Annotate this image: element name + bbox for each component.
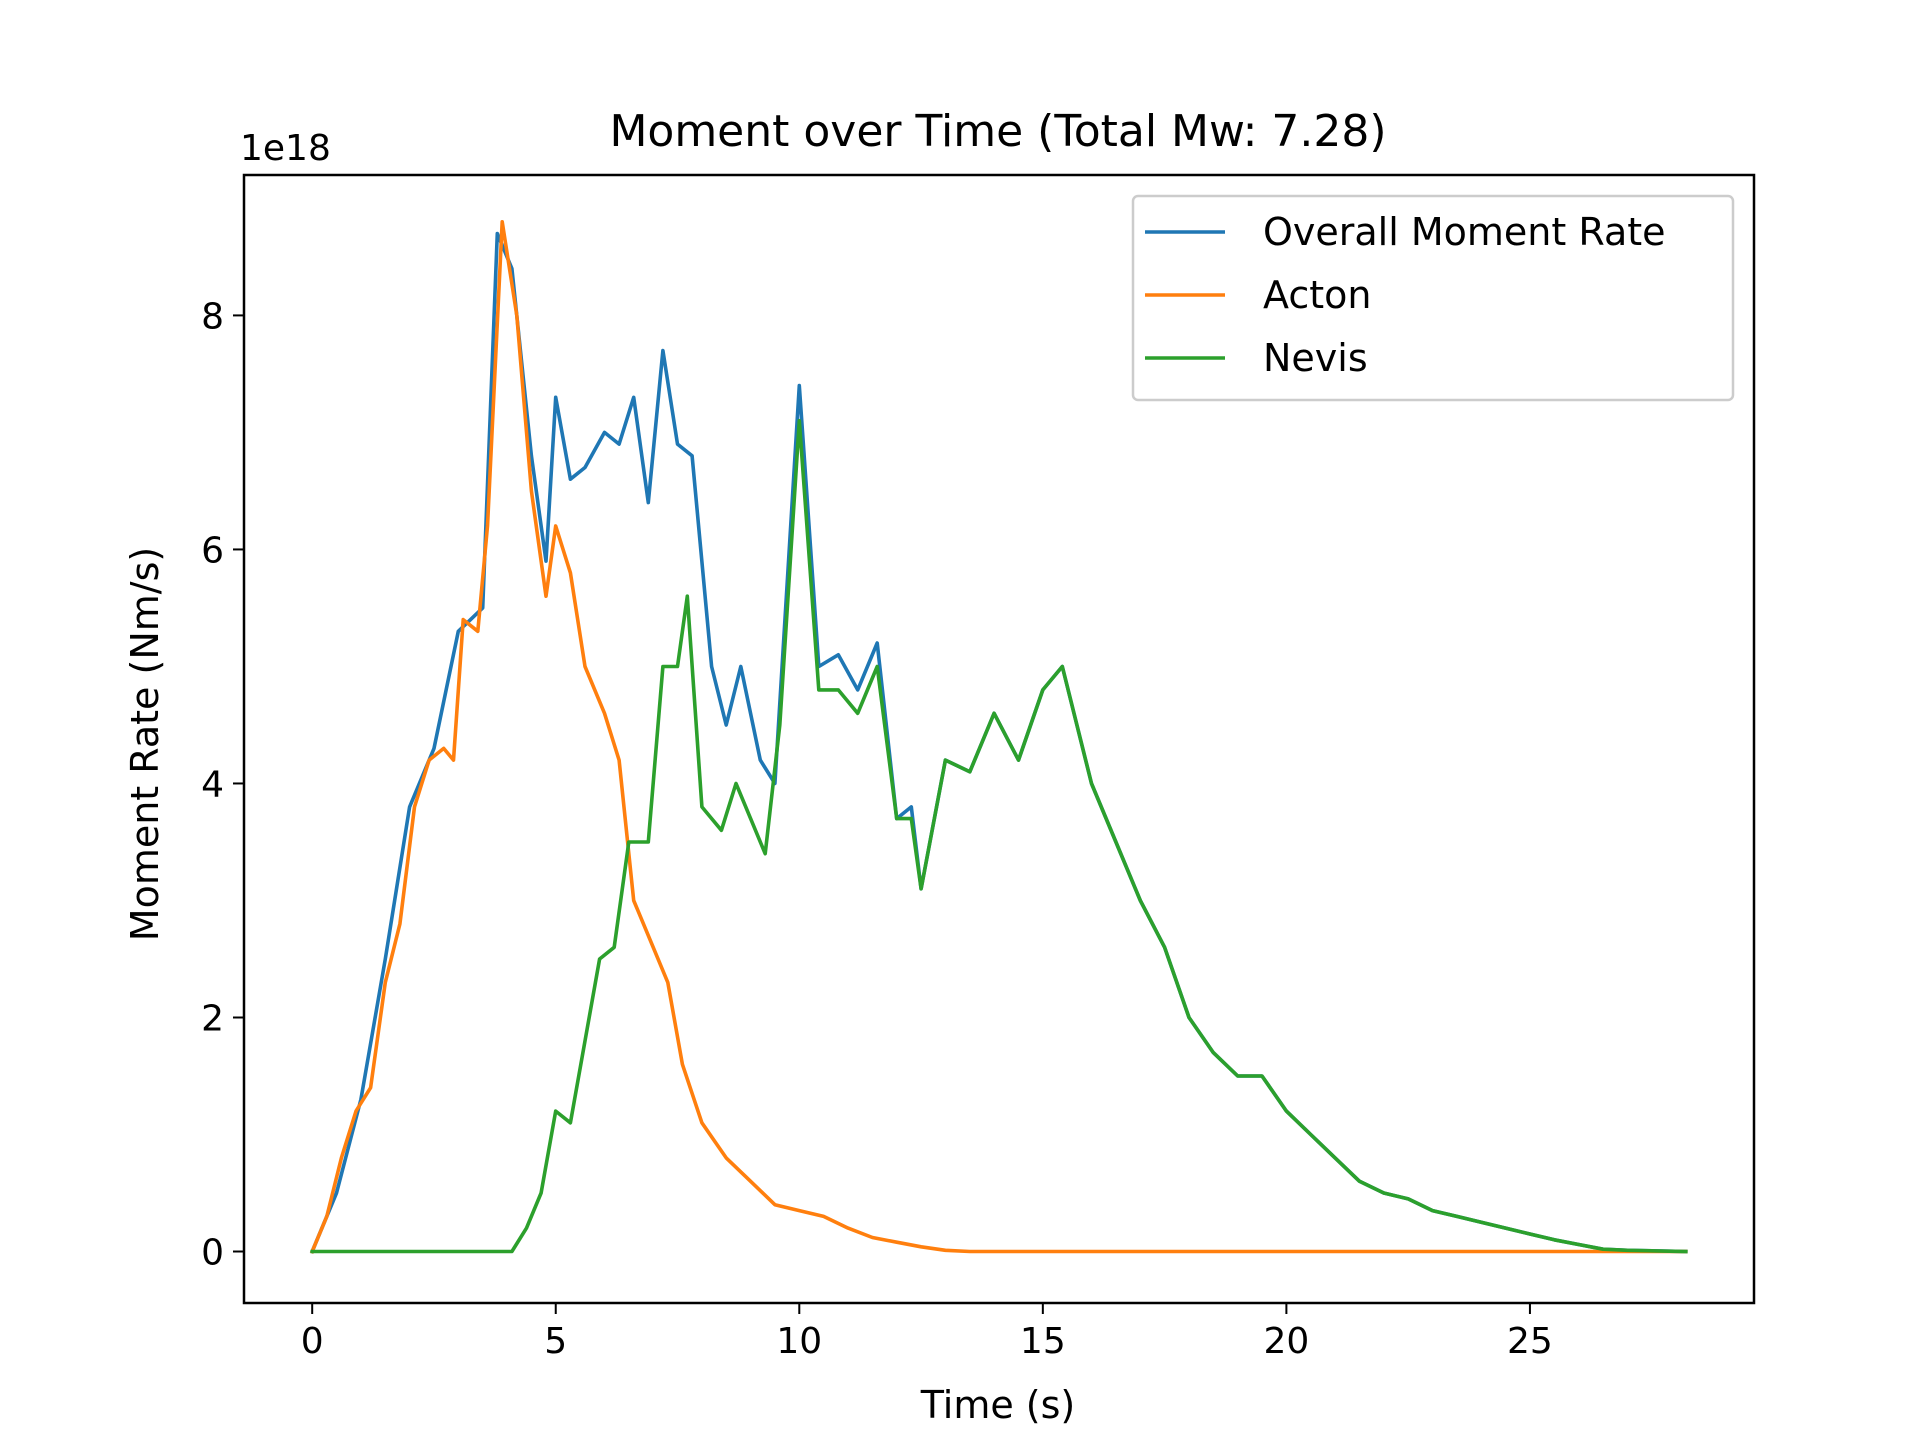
chart-title: Moment over Time (Total Mw: 7.28) bbox=[609, 106, 1386, 157]
x-tick-label: 0 bbox=[301, 1321, 324, 1362]
x-tick-label: 20 bbox=[1263, 1321, 1309, 1362]
plot-area: 0 5 10 15 20 25 0 2 4 6 8 bbox=[201, 173, 1756, 1362]
legend-label-0: Overall Moment Rate bbox=[1263, 210, 1666, 254]
y-ticks: 0 2 4 6 8 bbox=[201, 296, 244, 1274]
legend-label-1: Acton bbox=[1263, 273, 1371, 317]
x-tick-label: 5 bbox=[544, 1321, 567, 1362]
y-tick-label: 6 bbox=[201, 530, 224, 571]
y-tick-label: 0 bbox=[201, 1233, 224, 1274]
y-axis-label: Moment Rate (Nm/s) bbox=[123, 547, 167, 941]
x-ticks: 0 5 10 15 20 25 bbox=[301, 1303, 1553, 1362]
legend: Overall Moment Rate Acton Nevis bbox=[1131, 194, 1735, 402]
y-offset-label: 1e18 bbox=[240, 128, 331, 169]
x-tick-label: 15 bbox=[1020, 1321, 1066, 1362]
legend-label-2: Nevis bbox=[1263, 336, 1368, 380]
axes-frame bbox=[242, 173, 1756, 1305]
x-axis-label: Time (s) bbox=[920, 1383, 1076, 1427]
series-line-1 bbox=[309, 220, 1688, 1254]
series-line-2 bbox=[310, 418, 1688, 1254]
series-layer bbox=[309, 220, 1688, 1254]
x-tick-label: 10 bbox=[776, 1321, 822, 1362]
y-tick-label: 2 bbox=[201, 998, 224, 1039]
y-tick-label: 4 bbox=[201, 764, 224, 805]
legend-box bbox=[1131, 194, 1735, 402]
x-tick-label: 25 bbox=[1507, 1321, 1553, 1362]
y-tick-label: 8 bbox=[201, 296, 224, 337]
